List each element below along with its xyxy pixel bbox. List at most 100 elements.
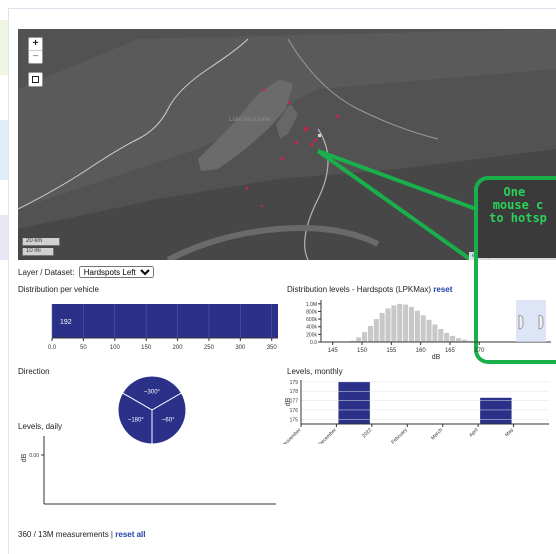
layer-select[interactable]: Hardspots Left — [78, 266, 154, 278]
dist-bar — [444, 332, 450, 342]
dist-xtick-label: 170 — [474, 348, 485, 354]
direction-slice-label: ~60° — [162, 417, 175, 423]
vehicle-xtick-label: 200 — [173, 345, 184, 351]
dist-xtick-label: 145 — [328, 348, 339, 354]
monthly-ytick-label: 177 — [290, 399, 299, 405]
lake-label: Lake Neuchâtel — [229, 117, 271, 123]
per-vehicle-title: Distribution per vehicle — [18, 285, 99, 294]
monthly-bar — [338, 381, 370, 424]
dist-xlabel: dB — [432, 354, 441, 360]
monthly-ytick-label: 179 — [290, 380, 299, 386]
dist-levels-title-text: Distribution levels - Hardspots (LPKMax) — [287, 285, 432, 294]
dist-bar — [432, 324, 438, 342]
per-vehicle-chart[interactable]: 192 0.0 50 100 150 200 250 300 350 — [40, 296, 280, 356]
daily-title: Levels, daily — [18, 422, 63, 431]
dist-bar — [350, 340, 356, 342]
dist-xtick-label: 160 — [416, 348, 427, 354]
monthly-chart[interactable]: 175 176 177 178 179 November December 2022 Febru… — [283, 376, 556, 444]
reset-all-link[interactable]: reset all — [115, 530, 146, 539]
zoom-out-button[interactable]: − — [29, 50, 42, 63]
dist-levels-title: Distribution levels - Hardspots (LPKMax)… — [287, 285, 452, 294]
direction-slice-label: ~180° — [128, 417, 145, 423]
fullscreen-icon — [32, 76, 39, 83]
dist-bar — [362, 332, 368, 342]
dist-ytick-label: 0.0 — [310, 340, 317, 346]
monthly-xtick-label: March — [430, 427, 444, 441]
dist-bar — [403, 304, 409, 342]
map-terrain: Lake Neuchâtel — [18, 29, 556, 260]
dist-bar — [455, 338, 461, 342]
daily-ytick-label: 0.00 — [29, 453, 39, 459]
direction-slice — [121, 375, 183, 411]
monthly-ylabel: dB — [285, 397, 292, 406]
dist-bar — [408, 306, 414, 342]
daily-ylabel: dB — [21, 453, 28, 462]
dist-bar — [373, 319, 379, 342]
dist-xtick-label: 150 — [357, 348, 368, 354]
vehicle-xtick-label: 350 — [267, 345, 278, 351]
vehicle-xtick-label: 250 — [204, 345, 215, 351]
fullscreen-button[interactable] — [28, 72, 43, 87]
direction-slice — [117, 392, 153, 445]
vehicle-xtick-label: 150 — [141, 345, 152, 351]
direction-slice-label: ~300° — [144, 389, 161, 395]
monthly-xtick-label: November — [283, 427, 303, 444]
dist-xtick-label: 165 — [445, 348, 456, 354]
vehicle-xtick-label: 50 — [80, 345, 87, 351]
dist-bar — [367, 325, 373, 342]
callout-background — [478, 180, 556, 258]
dist-bar — [438, 329, 444, 342]
direction-title: Direction — [18, 367, 50, 376]
monthly-xtick-label: 2022 — [361, 427, 373, 439]
vehicle-xtick-label: 0.0 — [48, 345, 57, 351]
map-view[interactable]: Lake Neuchâtel + − 20 km 10 mi eaflet | … — [18, 29, 556, 260]
dist-bar — [356, 337, 362, 342]
dist-bar — [461, 339, 467, 342]
footer-summary: 360 / 13M measurements | reset all — [18, 530, 146, 539]
vehicle-bar-label: 192 — [60, 319, 72, 326]
monthly-xtick-label: February — [390, 427, 409, 444]
dist-bar — [385, 308, 391, 342]
monthly-ytick-label: 175 — [290, 417, 299, 423]
dist-bar — [379, 312, 385, 342]
dist-bar — [420, 315, 426, 342]
dist-bar — [426, 319, 432, 342]
left-edge-tint-purple — [0, 215, 8, 260]
layer-row: Layer / Dataset: Hardspots Left — [18, 266, 154, 278]
vehicle-bar — [52, 304, 278, 338]
left-edge-tint-blue — [0, 120, 8, 180]
monthly-ytick-label: 176 — [290, 408, 299, 414]
scale-mi: 10 mi — [22, 248, 54, 256]
left-edge-tint-green — [0, 20, 8, 75]
dist-bar — [391, 305, 397, 342]
dist-ytick-label: 400k — [306, 325, 317, 331]
vehicle-xtick-label: 300 — [235, 345, 246, 351]
vehicle-xtick-label: 100 — [110, 345, 121, 351]
monthly-xtick-label: April — [468, 427, 479, 438]
direction-slice — [151, 392, 187, 445]
zoom-control: + − — [28, 37, 43, 64]
callout-box — [474, 176, 556, 364]
dist-ytick-label: 1.0M — [306, 302, 317, 308]
monthly-title: Levels, monthly — [287, 367, 343, 376]
callout-text: One mouse c to hotsp — [489, 185, 547, 225]
layer-label: Layer / Dataset: — [18, 268, 75, 277]
direction-chart[interactable]: ~300° ~60° ~180° — [116, 374, 188, 446]
monthly-ytick-label: 178 — [290, 389, 299, 395]
monthly-xtick-label: May — [504, 427, 515, 438]
dist-brush-handle — [538, 314, 544, 330]
scale-km: 20 km — [22, 238, 60, 246]
dist-brush-handle — [518, 314, 524, 330]
zoom-in-button[interactable]: + — [32, 38, 39, 49]
dist-xtick-label: 155 — [386, 348, 397, 354]
dist-ytick-label: 600k — [306, 317, 317, 323]
dist-bar — [414, 310, 420, 342]
monthly-xtick-label: December — [317, 427, 338, 444]
monthly-bar — [480, 397, 512, 424]
dist-levels-reset-link[interactable]: reset — [433, 285, 453, 294]
dist-ytick-label: 200k — [306, 332, 317, 338]
dist-bar — [397, 303, 403, 342]
dist-ytick-label: 800k — [306, 309, 317, 315]
